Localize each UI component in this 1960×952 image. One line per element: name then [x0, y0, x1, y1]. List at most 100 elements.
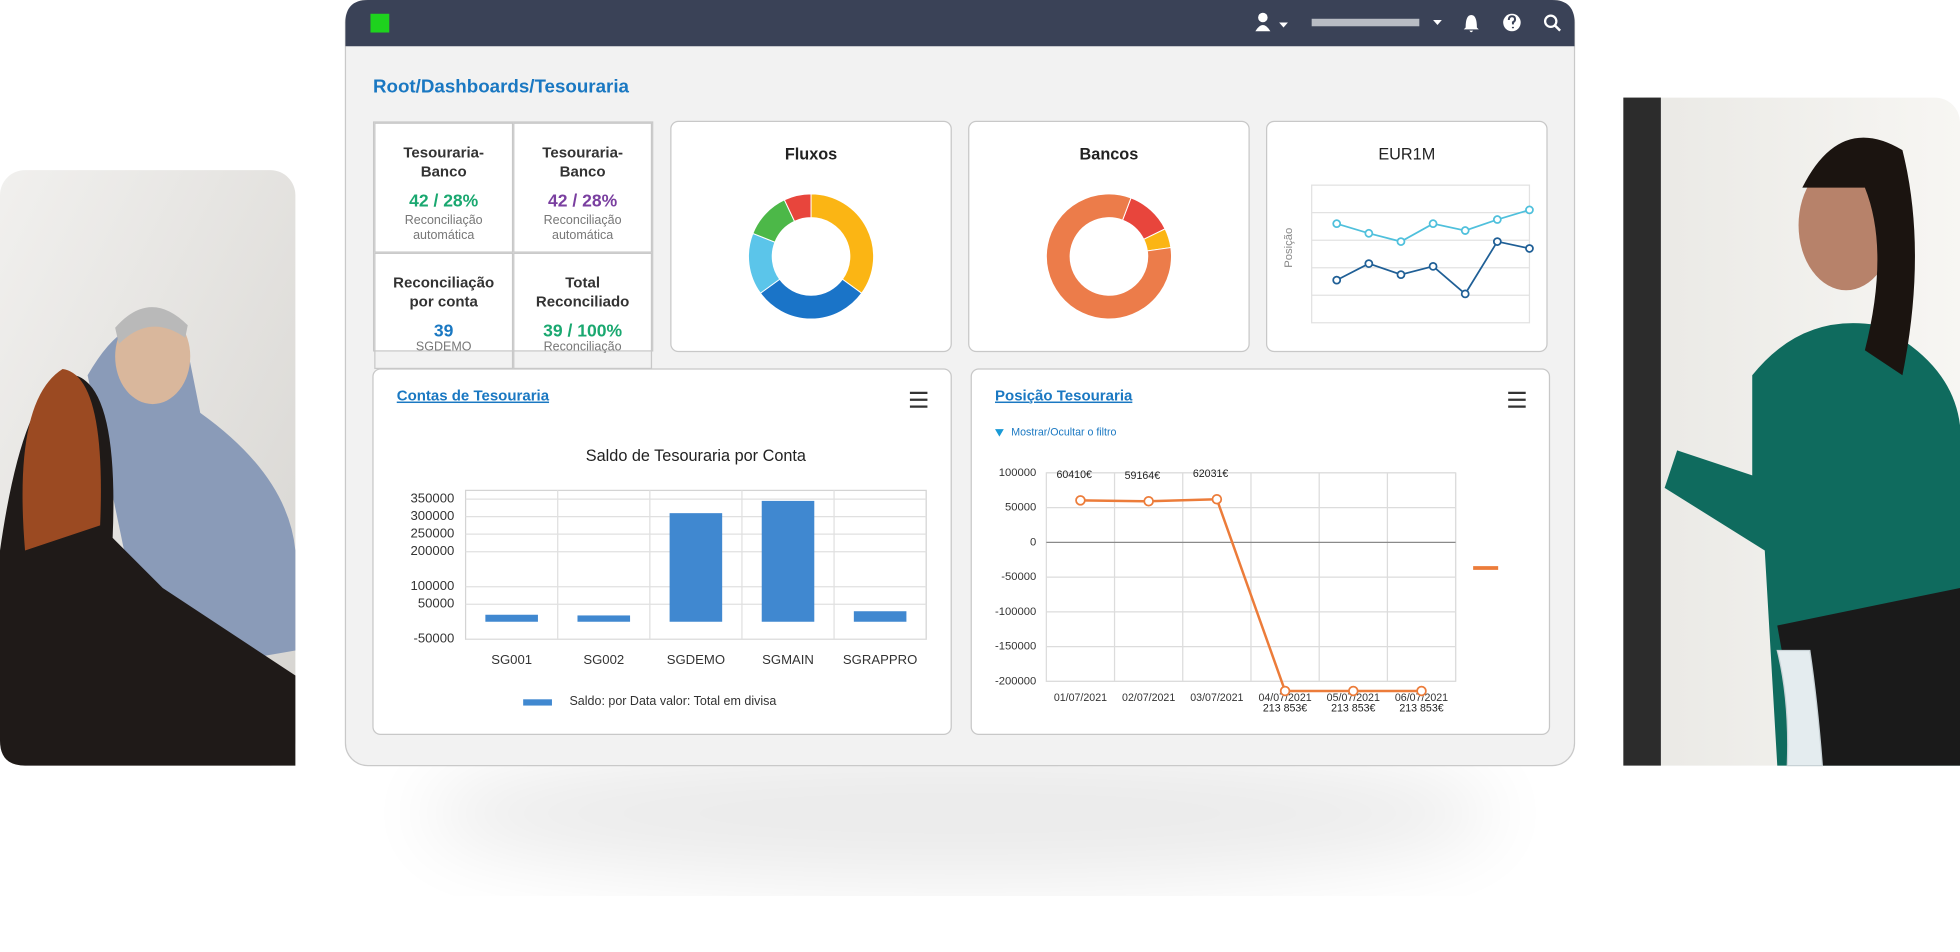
screen-edge [1623, 97, 1661, 766]
kpi-value: 39 [433, 320, 454, 341]
kpi-cell[interactable]: Tesouraria-Banco 42 / 28% Reconciliação au… [513, 122, 653, 253]
card [1265, 120, 1548, 353]
person-skirt [1777, 587, 1960, 766]
person-hair [1802, 137, 1915, 376]
line-point[interactable] [1332, 275, 1342, 285]
data-label: 213 853€ [1331, 702, 1375, 714]
kpi-caption: Reconciliação [543, 340, 622, 355]
kpi-cell[interactable]: Tesouraria-Banco 42 / 28% Reconciliação au… [374, 122, 514, 253]
y-tick-label: -200000 [995, 675, 1036, 687]
kpi-caption: Reconciliação automática [543, 213, 622, 243]
y-tick-label: 250000 [411, 526, 455, 541]
chart-title: Saldo de Tesouraria por Conta [586, 447, 807, 465]
line-point[interactable] [1364, 259, 1374, 268]
donut-slice[interactable] [1045, 193, 1172, 320]
photo-left [0, 170, 296, 766]
y-tick-label: -100000 [995, 606, 1036, 618]
plot-frame [1311, 184, 1531, 324]
x-tick-label: 03/07/2021 [1190, 692, 1243, 704]
y-tick-label: 200000 [411, 543, 455, 558]
x-tick-label: SGDEMO [667, 652, 725, 667]
line-point[interactable] [1075, 495, 1086, 506]
data-label: 62031€ [1193, 468, 1229, 480]
kpi-cell[interactable]: Reconciliação por conta 39 SGDEMO [374, 252, 514, 370]
line-point[interactable] [1279, 685, 1291, 697]
panel [970, 368, 1551, 735]
kpi-title: Tesouraria-Banco [403, 143, 485, 181]
line-point[interactable] [1396, 237, 1406, 246]
line-point[interactable] [1364, 228, 1374, 238]
line-point[interactable] [1143, 496, 1154, 507]
x-tick-label: SGRAPPRO [843, 652, 917, 667]
bar[interactable] [669, 513, 723, 622]
company-name-redacted [1311, 18, 1420, 27]
line-point[interactable] [1428, 219, 1438, 229]
y-tick-label: -50000 [1001, 571, 1036, 583]
kpi-title: Tesouraria-Banco [542, 143, 623, 181]
kpi-value: 42 / 28% [548, 190, 618, 211]
x-tick-label: 06/07/2021 [1395, 692, 1448, 704]
y-tick-label: -50000 [413, 631, 454, 646]
line-point[interactable] [1211, 494, 1223, 505]
logo[interactable] [370, 13, 390, 33]
bar[interactable] [853, 611, 907, 622]
kpi-grid: Tesouraria-Banco 42 / 28% Reconciliação au… [372, 121, 654, 370]
line-point[interactable] [1492, 237, 1502, 246]
line-point[interactable] [1492, 215, 1502, 224]
notifications-icon[interactable] [1463, 15, 1479, 33]
panel-menu[interactable] [1508, 391, 1526, 408]
chart-title: Fluxos [785, 145, 837, 163]
person-head [115, 308, 191, 405]
kpi-title: Reconciliação por conta [393, 273, 495, 311]
data-label: 213 853€ [1263, 702, 1307, 714]
help-icon[interactable] [1503, 13, 1521, 32]
panel-menu[interactable] [909, 391, 928, 408]
legend-label: Saldo: por Data valor: Total em divisa [569, 694, 776, 708]
breadcrumb[interactable]: Root/Dashboards/Tesouraria [373, 76, 630, 97]
line-point[interactable] [1396, 270, 1406, 279]
kpi-caption: SGDEMO [415, 340, 472, 355]
bar[interactable] [485, 614, 538, 622]
line-point[interactable] [1460, 289, 1470, 299]
search-icon[interactable] [1543, 14, 1562, 32]
y-tick-label: -150000 [995, 641, 1036, 653]
bar[interactable] [761, 500, 815, 622]
y-tick-label: 300000 [411, 508, 455, 523]
line-point[interactable] [1525, 205, 1534, 215]
line-point[interactable] [1525, 244, 1534, 253]
shadow [421, 744, 1499, 882]
photo-right [1623, 97, 1960, 767]
donut-slice[interactable] [783, 193, 812, 223]
x-tick-label: SG001 [491, 652, 532, 667]
line-point[interactable] [1416, 685, 1427, 697]
line-point[interactable] [1428, 261, 1438, 271]
search-handle [1554, 24, 1562, 32]
caret [1279, 22, 1288, 28]
search-lens [1543, 14, 1558, 29]
kpi-value: 39 / 100% [543, 320, 623, 341]
y-tick-label: 350000 [411, 491, 455, 506]
user-menu[interactable] [1255, 12, 1288, 32]
card [670, 120, 952, 353]
data-label: 213 853€ [1399, 702, 1443, 714]
help-glyph [1507, 15, 1517, 29]
filter-toggle-icon[interactable] [995, 429, 1004, 437]
panel-title[interactable]: Contas de Tesouraria [397, 388, 550, 405]
x-tick-label: 05/07/2021 [1327, 692, 1380, 704]
x-tick-label: 04/07/2021 [1258, 692, 1311, 704]
legend-swatch [523, 699, 552, 706]
filter-toggle[interactable]: Mostrar/Ocultar o filtro [1011, 427, 1116, 439]
line-point[interactable] [1332, 219, 1342, 229]
x-tick-label: 01/07/2021 [1054, 692, 1107, 704]
line-point[interactable] [1460, 226, 1470, 235]
line-point[interactable] [1348, 685, 1359, 697]
bar[interactable] [577, 615, 631, 622]
line [1080, 497, 1422, 693]
company-selector[interactable] [1311, 18, 1442, 27]
kpi-cell[interactable]: Total Reconciliado 39 / 100% Reconciliação [513, 252, 653, 370]
user-icon [1255, 25, 1271, 32]
panel-title[interactable]: Posição Tesouraria [995, 388, 1133, 405]
top-bar [345, 0, 1575, 47]
